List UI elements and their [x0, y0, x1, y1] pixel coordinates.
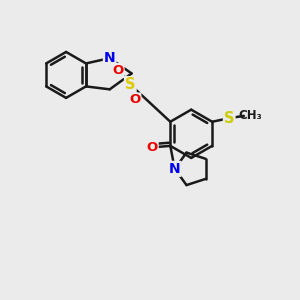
- Text: O: O: [146, 141, 158, 154]
- Text: S: S: [125, 77, 136, 92]
- Text: CH₃: CH₃: [238, 109, 262, 122]
- Text: S: S: [224, 111, 235, 126]
- Text: N: N: [169, 162, 181, 176]
- Text: N: N: [104, 51, 116, 65]
- Text: O: O: [129, 93, 140, 106]
- Text: O: O: [112, 64, 124, 77]
